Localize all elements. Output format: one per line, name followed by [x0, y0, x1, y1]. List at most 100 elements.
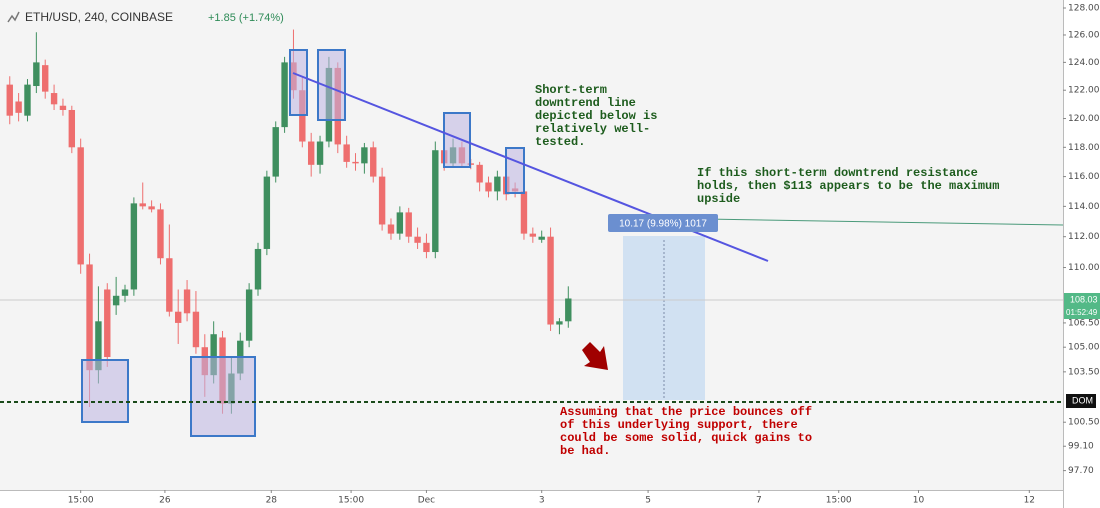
candle-body	[263, 176, 271, 249]
last-price-box	[1064, 293, 1100, 307]
annotation-line: upside	[697, 192, 740, 206]
resistance-box	[443, 112, 471, 168]
candle-body	[183, 289, 191, 314]
candle-body	[68, 109, 76, 148]
candle-body	[50, 93, 58, 105]
support-box	[81, 359, 129, 423]
candle-body	[130, 203, 138, 290]
price-axis-background	[1063, 0, 1100, 508]
support-label-box	[1066, 394, 1096, 408]
x-tick-label: 7	[756, 496, 762, 506]
candle-body	[112, 295, 120, 306]
candle-body	[86, 264, 93, 371]
candle-body	[148, 206, 155, 210]
candle-body	[175, 311, 182, 323]
candle-body	[307, 141, 315, 165]
candle-body	[254, 248, 262, 290]
candle-body	[59, 105, 67, 110]
annotation-line: downtrend line	[535, 96, 636, 110]
x-tick-label: 10	[913, 496, 925, 506]
x-tick-label: 15:00	[68, 496, 94, 506]
candle-body	[494, 176, 501, 192]
x-tick-label: 5	[645, 496, 651, 506]
candle-body	[272, 127, 279, 177]
y-tick-label: 124.00	[1068, 58, 1100, 68]
candle-body	[547, 236, 554, 325]
candle-body	[565, 298, 572, 322]
candle-body	[121, 289, 129, 296]
last-price-label: 108.03	[1070, 294, 1098, 304]
candle-body	[520, 191, 528, 234]
resistance-box	[505, 147, 525, 194]
measure-label: 10.17 (9.98%) 1017	[619, 219, 707, 230]
annotation-line: Assuming that the price bounces off	[560, 405, 812, 419]
countdown-box	[1064, 307, 1100, 319]
annotation-line: tested.	[535, 135, 585, 149]
support-box	[190, 356, 256, 437]
candle-body	[15, 101, 22, 113]
candle-body	[6, 84, 13, 116]
y-tick-label: 118.00	[1068, 143, 1100, 153]
x-tick-label: 3	[539, 496, 545, 506]
annotation-line: holds, then $113 appears to be the maxim…	[697, 179, 999, 193]
y-tick-label: 97.70	[1068, 466, 1094, 476]
plot-background	[0, 0, 1063, 490]
y-tick-label: 116.00	[1068, 172, 1100, 182]
candle-body	[210, 334, 217, 376]
y-tick-label: 110.00	[1068, 263, 1100, 273]
candle-body	[316, 141, 324, 165]
y-tick-label: 100.50	[1068, 418, 1100, 428]
y-tick-label: 99.10	[1068, 442, 1094, 452]
candle-body	[281, 62, 288, 128]
y-tick-label: 126.00	[1068, 30, 1100, 40]
candle-body	[396, 212, 404, 234]
axes: 128.00 126.00 124.00 122.00 120.00 118.00 116.…	[68, 4, 1100, 506]
y-tick-label: 114.00	[1068, 202, 1100, 212]
y-tick-label: 103.50	[1068, 367, 1100, 377]
candle-body	[529, 233, 537, 237]
chart-icon	[7, 11, 20, 23]
candle-body	[352, 161, 359, 164]
candle-body	[423, 242, 430, 253]
countdown: 01:52:49	[1066, 308, 1098, 317]
y-tick-label: 128.00	[1068, 4, 1100, 14]
x-tick-label: Dec	[418, 496, 435, 506]
y-tick-label: 106.50	[1068, 318, 1100, 328]
candle-body	[192, 311, 200, 348]
candle-body	[104, 289, 111, 358]
candle-body	[432, 150, 439, 253]
candle-body	[139, 203, 146, 207]
chart-subtitle: +1.85 (+1.74%)	[208, 12, 284, 24]
candle-body	[95, 321, 102, 371]
annotation-line: If this short-term downtrend resistance	[697, 166, 978, 180]
candle-body	[485, 182, 492, 192]
resistance-box	[289, 49, 308, 116]
y-tick-label: 122.00	[1068, 86, 1100, 96]
y-tick-label: 112.00	[1068, 232, 1100, 242]
candle-body	[556, 321, 563, 325]
x-tick-label: 15:00	[826, 496, 852, 506]
candle-body	[245, 289, 253, 341]
x-tick-label: 28	[266, 496, 278, 506]
candle-body	[538, 236, 545, 240]
annotation-line: Short-term	[535, 83, 607, 97]
drawings: 10.17 (9.98%) 1017 108.03 01:52:49 DOM	[0, 49, 1100, 437]
overlays	[0, 218, 1064, 400]
candle-body	[414, 236, 421, 243]
measure-label-box	[608, 214, 718, 232]
x-tick-label: 12	[1024, 496, 1035, 506]
annotation-line: be had.	[560, 444, 610, 458]
candle-body	[157, 209, 164, 259]
candle-body	[370, 147, 377, 177]
candle-body	[387, 224, 395, 234]
time-axis-background	[0, 490, 1063, 508]
annotation-line: could be some solid, quick gains to	[560, 431, 812, 445]
candle-body	[343, 144, 350, 162]
candle-body	[24, 84, 31, 116]
resistance-ray	[704, 218, 1064, 226]
y-tick-label: 105.00	[1068, 343, 1100, 353]
support-label: DOM	[1072, 395, 1093, 405]
y-tick-label: 120.00	[1068, 114, 1100, 124]
candle-body	[361, 147, 368, 164]
